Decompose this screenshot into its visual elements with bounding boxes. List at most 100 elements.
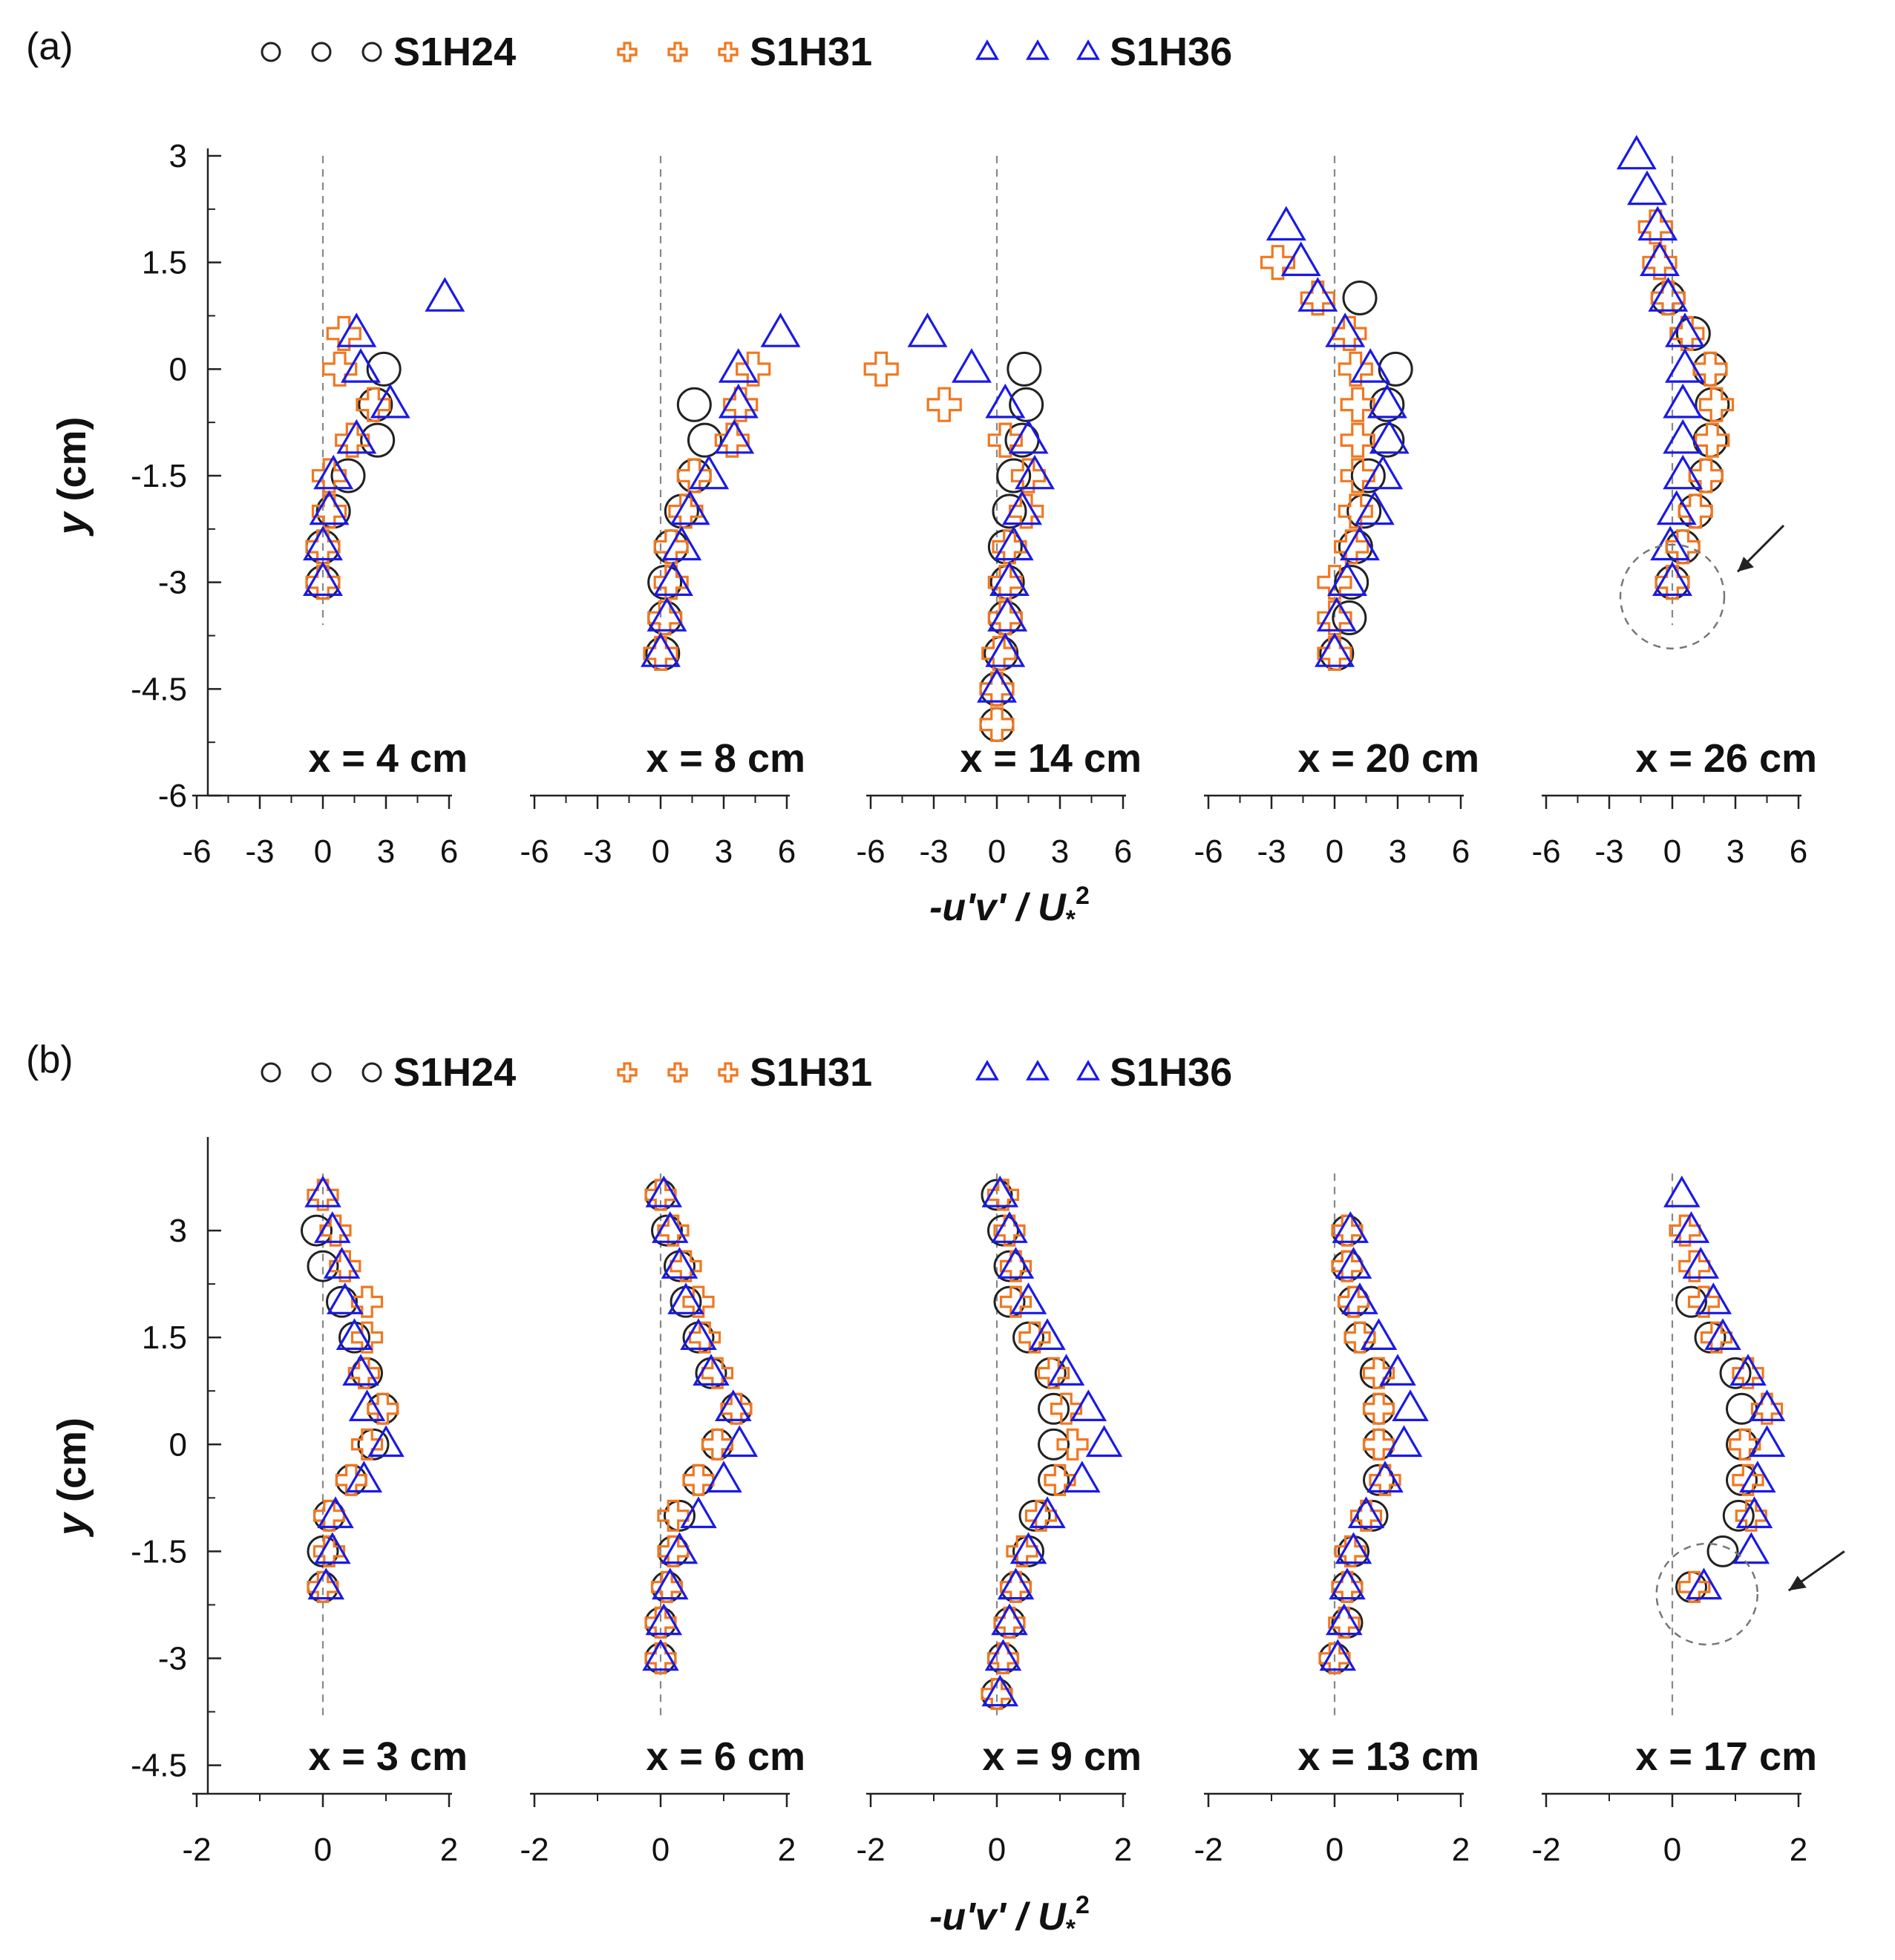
x-tick-label: 0 [652, 1832, 670, 1868]
data-point [993, 1606, 1026, 1639]
data-point [1363, 454, 1404, 490]
data-point [645, 1176, 683, 1207]
data-point [327, 1282, 364, 1314]
arrow-head [1738, 557, 1754, 572]
data-point [1687, 1285, 1721, 1318]
data-point [305, 565, 341, 600]
subplot-5: -2 0 2 x = 17 cm [1531, 1173, 1817, 1868]
x-axis-label-sup: 2 [1076, 882, 1090, 910]
data-point [1732, 1532, 1770, 1564]
data-point [1085, 1425, 1123, 1458]
data-point [356, 387, 391, 422]
x-tick-label: -6 [520, 833, 549, 870]
data-point [1748, 1389, 1786, 1422]
subplot-label: x = 9 cm [982, 1734, 1142, 1779]
data-point [676, 387, 712, 422]
subplot-3: -6 -3 0 3 6 x = 14 cm [856, 156, 1142, 870]
data-point [1337, 1285, 1370, 1318]
legend-entry-s1h36: S1H36 [975, 30, 1232, 74]
data-point [311, 458, 347, 494]
legend-label: S1H36 [1110, 30, 1232, 74]
legend-marker [617, 1062, 638, 1083]
data-point [715, 1389, 752, 1422]
subplot-label: x = 20 cm [1297, 736, 1479, 781]
series-s1h24 [1318, 1214, 1395, 1674]
data-point [985, 632, 1026, 667]
data-point [979, 671, 1015, 707]
y-tick-label: -3 [158, 1640, 187, 1677]
x-tick-label: 0 [988, 1832, 1006, 1868]
data-point [1328, 1606, 1361, 1639]
data-point [1044, 1464, 1076, 1496]
data-point [1663, 383, 1703, 419]
legend-entry-s1h24: S1H24 [261, 1050, 516, 1095]
data-point [1332, 315, 1367, 351]
series-s1h36 [1616, 134, 1705, 597]
data-point [1735, 1496, 1773, 1529]
data-point [985, 383, 1026, 419]
data-point [1038, 1392, 1070, 1425]
highlight-annotation [1655, 1542, 1845, 1646]
data-point [645, 1603, 683, 1636]
x-tick-label: 0 [1326, 833, 1343, 870]
data-point [1362, 1428, 1395, 1461]
subplot-3: -2 0 2 x = 9 cm [856, 1173, 1142, 1868]
data-point [701, 1357, 734, 1389]
data-point [1070, 1389, 1107, 1422]
data-point [1729, 1354, 1767, 1386]
panel-label: (b) [26, 1038, 73, 1081]
data-point [1663, 1176, 1701, 1207]
data-point [1342, 281, 1378, 316]
legend-label: S1H31 [750, 1050, 872, 1095]
y-axis-label-var: y [50, 511, 94, 537]
data-point [345, 1461, 383, 1493]
subplot-2: -2 0 2 x = 6 cm [520, 1173, 805, 1868]
x-tick-label: 0 [314, 1832, 332, 1868]
x-tick-label: 3 [715, 833, 733, 870]
y-axis-label-unit: (cm) [50, 1417, 94, 1513]
series-s1h31 [981, 1179, 1089, 1711]
data-point [1064, 1461, 1101, 1493]
data-point [977, 668, 1017, 703]
data-point [336, 312, 377, 347]
data-point [1260, 245, 1296, 281]
y-axis-label: y (cm) [50, 416, 94, 537]
data-point [652, 1567, 689, 1600]
data-point [1340, 387, 1375, 422]
data-point [323, 1247, 361, 1279]
data-point [1350, 458, 1386, 494]
data-point [1350, 348, 1391, 383]
data-point [653, 529, 689, 565]
x-axis-label-sub: * [1066, 905, 1076, 934]
data-point [307, 1535, 339, 1567]
data-point [1331, 1214, 1364, 1247]
data-point [313, 454, 354, 490]
data-point [1340, 458, 1375, 494]
y-tick-label: -4.5 [131, 671, 187, 707]
data-point [650, 1570, 684, 1603]
x-tick-label: -3 [919, 833, 948, 870]
y-tick-label: -4.5 [131, 1748, 187, 1784]
data-point [1362, 1392, 1395, 1425]
data-point [997, 1247, 1035, 1279]
data-point [1369, 1464, 1401, 1496]
data-point [689, 454, 730, 490]
subplot-label: x = 17 cm [1635, 1734, 1817, 1779]
data-point [992, 494, 1027, 529]
x-tick-label: 3 [377, 833, 395, 870]
data-point [736, 351, 771, 387]
data-point [1729, 1428, 1761, 1461]
data-point [1640, 241, 1680, 276]
data-point [642, 1639, 679, 1671]
data-point [926, 387, 962, 422]
y-tick-label: 3 [169, 1213, 187, 1249]
data-point [661, 1247, 698, 1279]
data-point [1349, 1499, 1383, 1532]
highlight-circle [1655, 1542, 1758, 1646]
data-point [1362, 1357, 1395, 1389]
series-s1h36 [304, 1176, 405, 1600]
data-point [1732, 1464, 1764, 1496]
data-point [863, 351, 899, 387]
x-tick-label: 2 [440, 1832, 458, 1868]
x-tick-label: -2 [1531, 1832, 1560, 1868]
